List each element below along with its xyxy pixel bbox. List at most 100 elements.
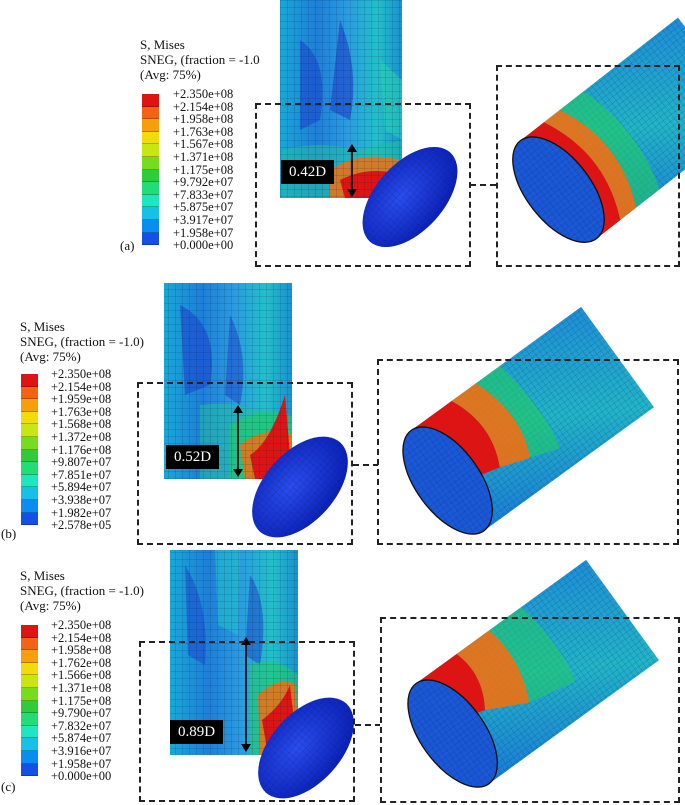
zoom-region-box-c [139, 641, 355, 802]
colorbar-tick-label: +3.916e+07 [51, 743, 112, 758]
panel-label-b: (b) [1, 526, 17, 541]
colorbar-swatch [142, 194, 159, 208]
colorbar-swatch [21, 750, 38, 764]
colorbar-swatch [21, 763, 38, 777]
colorbar-a [142, 94, 159, 246]
colorbar-swatch [21, 386, 38, 400]
legend-line2: SNEG, (fraction = -1.0) [20, 583, 144, 598]
colorbar-tick-label: +9.792e+07 [173, 175, 234, 190]
cylinder-model-b [164, 283, 654, 538]
colorbar-b [21, 374, 38, 526]
colorbar-tick-label: +1.959e+08 [51, 392, 112, 407]
tick-labels-b: +2.350e+08 +2.154e+08 +1.959e+08 +1.763e+08… [51, 368, 111, 532]
colorbar-tick-label: +1.175e+08 [173, 162, 234, 177]
colorbar-swatch [142, 144, 159, 157]
depth-label-a: 0.42D [281, 160, 335, 184]
colorbar-swatch [142, 119, 159, 132]
colorbar-tick-label: +1.176e+08 [51, 442, 112, 457]
colorbar-tick-label: +9.807e+07 [51, 455, 112, 470]
colorbar-tick-label: +9.790e+07 [51, 706, 112, 721]
colorbar-swatch [142, 106, 159, 120]
zoom-view-frame-b [377, 359, 679, 545]
legend-title-a: S, Mises SNEG, (fraction = -1.0 (Avg: 75… [140, 37, 260, 82]
legend-line2: SNEG, (fraction = -1.0) [20, 334, 144, 349]
legend-title-b: S, Mises SNEG, (fraction = -1.0) (Avg: 7… [20, 319, 144, 364]
colorbar-swatch [21, 625, 38, 638]
zoom-region-box-b [137, 382, 353, 545]
colorbar-swatch [21, 424, 38, 437]
colorbar-tick-label: +5.874e+07 [51, 731, 112, 746]
colorbar-tick-label: +1.568e+08 [51, 417, 112, 432]
colorbar-tick-label: +2.154e+08 [173, 99, 234, 114]
colorbar-swatch [142, 207, 159, 220]
colorbar-swatch [21, 499, 38, 513]
colorbar-swatch [21, 687, 38, 701]
colorbar-swatch [21, 449, 38, 463]
colorbar-tick-label: +1.175e+08 [51, 693, 112, 708]
colorbar-swatch [21, 374, 38, 387]
colorbar-tick-label: +1.982e+07 [51, 505, 112, 520]
zoom-view-frame-c [380, 617, 680, 803]
colorbar-swatch [21, 725, 38, 739]
colorbar-swatch [142, 94, 159, 107]
colorbar-tick-label: +2.154e+08 [51, 379, 112, 394]
colorbar-swatch [21, 399, 38, 412]
legend-title-c: S, Mises SNEG, (fraction = -1.0) (Avg: 7… [20, 568, 144, 613]
colorbar-swatch [21, 662, 38, 676]
colorbar-tick-label: +1.371e+08 [51, 680, 112, 695]
colorbar-tick-label: +1.567e+08 [173, 137, 234, 152]
panel-label-a: (a) [120, 238, 135, 253]
colorbar-swatch [21, 738, 38, 751]
colorbar-tick-label: +5.875e+07 [173, 200, 234, 215]
colorbar-swatch [142, 169, 159, 183]
legend-line1: S, Mises [140, 37, 185, 52]
cylinder-model-c [170, 550, 659, 799]
colorbar-tick-label: +0.000e+00 [51, 769, 112, 784]
colorbar-swatch [142, 232, 159, 246]
colorbar-tick-label: +1.958e+08 [173, 112, 234, 127]
colorbar-swatch [142, 219, 159, 233]
legend-line1: S, Mises [20, 568, 65, 583]
zoom-view-frame-a [496, 65, 680, 267]
legend-line2: SNEG, (fraction = -1.0 [140, 52, 260, 67]
colorbar-swatch [142, 131, 159, 145]
colorbar-tick-label: +0.000e+00 [173, 238, 234, 253]
colorbar-tick-label: +2.350e+08 [173, 87, 234, 101]
legend-line3: (Avg: 75%) [140, 67, 201, 82]
tick-labels-c: +2.350e+08 +2.154e+08 +1.958e+08 +1.762e+08… [51, 619, 111, 783]
colorbar-swatch [21, 700, 38, 714]
legend-line1: S, Mises [20, 319, 65, 334]
colorbar-swatch [21, 411, 38, 425]
colorbar-tick-label: +7.851e+07 [51, 467, 112, 482]
colorbar-swatch [142, 156, 159, 170]
colorbar-tick-label: +1.372e+08 [51, 429, 112, 444]
colorbar-tick-label: +1.566e+08 [51, 668, 112, 683]
colorbar-tick-label: +7.833e+07 [173, 187, 234, 202]
colorbar-swatch [21, 675, 38, 688]
colorbar-tick-label: +1.958e+08 [51, 643, 112, 658]
colorbar-tick-label: +3.917e+07 [173, 212, 234, 227]
colorbar-tick-label: +1.958e+07 [51, 756, 112, 771]
colorbar-tick-label: +2.350e+08 [51, 367, 112, 381]
colorbar-tick-label: +2.154e+08 [51, 630, 112, 645]
colorbar-swatch [21, 436, 38, 450]
colorbar-c [21, 625, 38, 777]
colorbar-tick-label: +2.578e+05 [51, 518, 112, 533]
colorbar-swatch [21, 713, 38, 726]
colorbar-tick-label: +1.958e+07 [173, 225, 234, 240]
colorbar-swatch [21, 462, 38, 475]
panel-b: S, Mises SNEG, (fraction = -1.0) (Avg: 7… [0, 275, 685, 545]
colorbar-tick-label: +1.763e+08 [173, 124, 234, 139]
colorbar-swatch [21, 474, 38, 488]
panel-a: S, Mises SNEG, (fraction = -1.0 (Avg: 75… [0, 0, 685, 275]
colorbar-tick-label: +7.832e+07 [51, 718, 112, 733]
colorbar-swatch [21, 637, 38, 651]
colorbar-swatch [21, 512, 38, 526]
panel-label-c: (c) [1, 779, 16, 794]
tick-labels-a: +2.350e+08 +2.154e+08 +1.958e+08 +1.763e+08… [173, 88, 233, 252]
colorbar-swatch [142, 182, 159, 195]
panel-c: S, Mises SNEG, (fraction = -1.0) (Avg: 7… [0, 545, 685, 805]
colorbar-tick-label: +1.763e+08 [51, 404, 112, 419]
colorbar-swatch [21, 650, 38, 663]
